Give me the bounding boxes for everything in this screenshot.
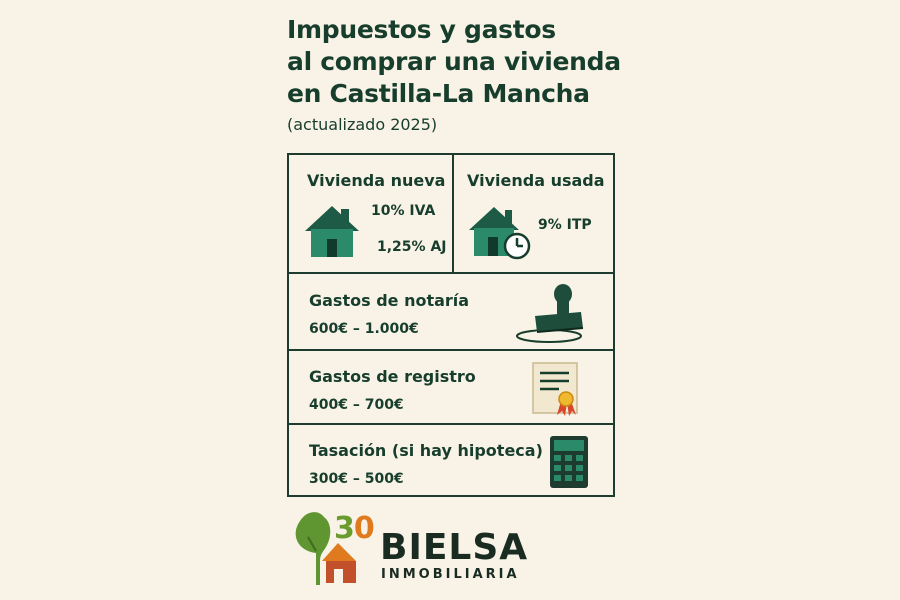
page-header: Impuestos y gastos al comprar una vivien… bbox=[287, 14, 647, 136]
house-clock-icon bbox=[469, 207, 531, 260]
title-line-1: Impuestos y gastos bbox=[287, 15, 556, 44]
used-home-itp: 9% ITP bbox=[538, 217, 592, 233]
new-home-aj: 1,25% AJ bbox=[377, 239, 447, 255]
title-line-3: en Castilla-La Mancha bbox=[287, 79, 590, 108]
notary-title: Gastos de notaría bbox=[309, 291, 470, 310]
new-home-iva: 10% IVA bbox=[371, 203, 436, 219]
house-icon bbox=[305, 206, 359, 257]
used-home-title: Vivienda usada bbox=[467, 171, 605, 190]
logo-digit-2: 0 bbox=[353, 511, 375, 546]
costs-card: Vivienda nueva 10% IVA 1,25% AJ Vivienda… bbox=[287, 153, 615, 497]
notary-price: 600€ – 1.000€ bbox=[309, 321, 419, 337]
logo-subtitle: INMOBILIARIA bbox=[381, 567, 520, 582]
divider-3 bbox=[289, 423, 613, 425]
stamp-icon bbox=[516, 284, 584, 343]
divider-vertical bbox=[452, 155, 454, 274]
new-home-title: Vivienda nueva bbox=[307, 171, 446, 190]
appraisal-price: 300€ – 500€ bbox=[309, 471, 404, 487]
appraisal-title: Tasación (si hay hipoteca) bbox=[309, 441, 543, 460]
calculator-icon bbox=[550, 436, 588, 488]
certificate-icon bbox=[532, 362, 578, 416]
divider-2 bbox=[289, 349, 613, 351]
title-line-2: al comprar una vivienda bbox=[287, 47, 621, 76]
bielsa-logo: 30 BIELSA INMOBILIARIA bbox=[288, 507, 527, 587]
logo-name: BIELSA bbox=[380, 527, 529, 568]
divider-1 bbox=[289, 272, 613, 274]
registry-title: Gastos de registro bbox=[309, 367, 476, 386]
registry-price: 400€ – 700€ bbox=[309, 397, 404, 413]
logo-number: 30 bbox=[334, 511, 375, 546]
page-subtitle: (actualizado 2025) bbox=[287, 115, 438, 134]
logo-digit-1: 3 bbox=[334, 511, 355, 546]
logo-tree-house-icon bbox=[295, 512, 356, 585]
